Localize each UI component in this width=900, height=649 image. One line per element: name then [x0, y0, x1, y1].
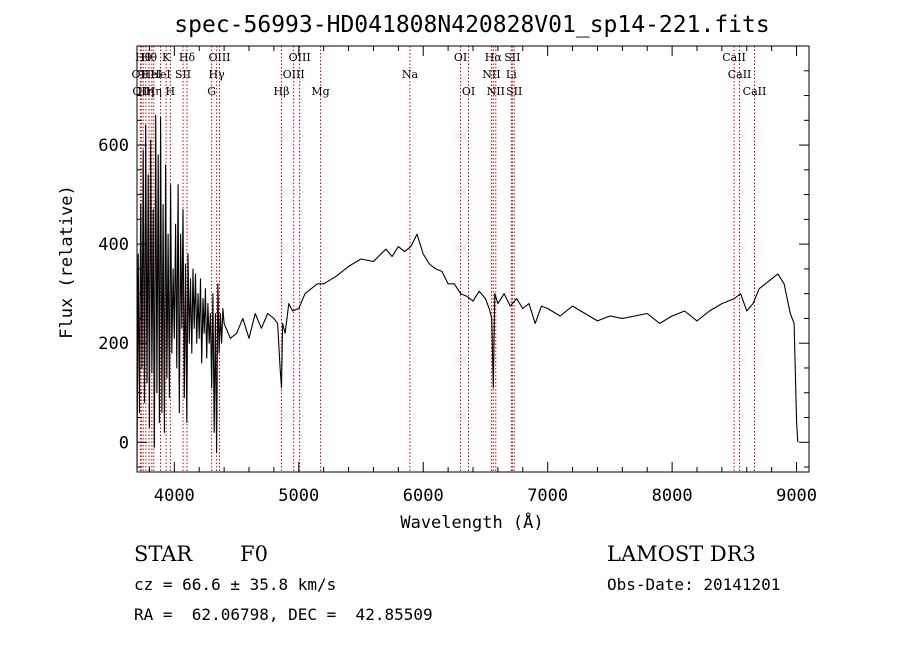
x-tick-label: 7000 — [527, 486, 568, 506]
spectral-line-labels: OIIOIIHθHηHθHeIHηHeIKHSIIHδGHγOIIIHβOIII… — [132, 51, 767, 98]
class-label: STAR — [134, 542, 193, 566]
x-tick-label: 8000 — [652, 486, 693, 506]
y-axis-label: Flux (relative) — [57, 185, 77, 339]
x-tick-label: 6000 — [403, 486, 444, 506]
x-tick-label: 4000 — [154, 486, 195, 506]
spectral-line-label: Hθ — [135, 51, 152, 64]
spectral-line-label: H — [166, 85, 176, 98]
y-axis-ticks: 0 200 400 600 — [98, 45, 809, 468]
spectral-line-label: CaII — [728, 68, 752, 81]
chart-title: spec-56993-HD041808N420828V01_sp14-221.f… — [174, 12, 769, 38]
spectral-line-label: K — [162, 51, 171, 64]
spectral-line-label: Hη — [146, 85, 162, 98]
spectral-line-label: OII — [132, 68, 150, 81]
y-tick-label: 0 — [119, 433, 129, 453]
spectral-line-markers — [139, 46, 755, 472]
spectral-line-label: HeI — [142, 68, 162, 81]
y-tick-label: 600 — [98, 136, 129, 156]
spectral-line-label: NII — [487, 85, 505, 98]
spectral-line-label: Hγ — [209, 68, 226, 81]
spectral-line-label: Hθ — [141, 51, 158, 64]
x-axis-ticks: 4000 5000 6000 7000 8000 9000 — [148, 46, 817, 506]
spectral-line-label: Hβ — [274, 85, 290, 98]
spectral-line-label: Hδ — [179, 51, 196, 64]
spectral-line-label: OIII — [289, 51, 311, 64]
coordinates-label: RA = 62.06798, DEC = 42.85509 — [134, 605, 433, 624]
spectral-line-label: OI — [462, 85, 475, 98]
spectral-line-label: SII — [506, 85, 522, 98]
spectral-line-label: SII — [504, 51, 520, 64]
spectral-line-label: G — [207, 85, 216, 98]
spectral-line-label: CaII — [743, 85, 767, 98]
spectral-line-label: CaII — [722, 51, 746, 64]
y-tick-label: 200 — [98, 334, 129, 354]
spectral-line-label: OI — [454, 51, 467, 64]
subclass-label: F0 — [240, 542, 268, 566]
spectral-line-label: OIII — [283, 68, 305, 81]
spectral-line-label: Hα — [485, 51, 503, 64]
spectral-line-label: OIII — [208, 51, 230, 64]
spectral-line-label: Mg — [311, 85, 329, 98]
redshift-label: cz = 66.6 ± 35.8 km/s — [134, 575, 336, 594]
spectral-line-label: Hη — [138, 85, 154, 98]
spectral-line-label: NII — [482, 68, 500, 81]
spectral-line-label: Na — [402, 68, 419, 81]
spectrum-line — [136, 114, 799, 468]
x-tick-label: 5000 — [278, 486, 319, 506]
spectral-line-label: Li — [506, 68, 517, 81]
survey-label: LAMOST DR3 — [607, 542, 756, 566]
spectral-line-label: HeI — [150, 68, 170, 81]
x-axis-label: Wavelength (Å) — [400, 511, 543, 533]
spectral-line-label: SII — [175, 68, 191, 81]
y-tick-label: 400 — [98, 235, 129, 255]
x-tick-label: 9000 — [776, 486, 817, 506]
plot-frame — [136, 45, 810, 473]
obs-date-label: Obs-Date: 20141201 — [607, 575, 780, 594]
